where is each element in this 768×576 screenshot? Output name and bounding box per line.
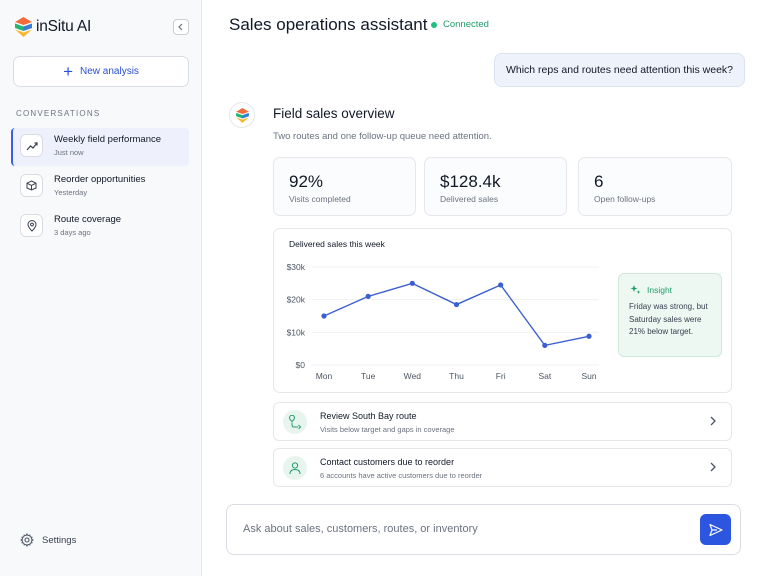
- sales-line-chart: $0 $10k $20k $30k Mon Tue Wed Thu Fri Sat Sun: [287, 262, 599, 381]
- user-message: Which reps and routes need attention thi…: [494, 53, 745, 87]
- kpi-value: 92%: [289, 172, 324, 191]
- send-button[interactable]: [700, 514, 731, 545]
- response-title: Field sales overview: [273, 106, 395, 121]
- x-tick-label: Wed: [404, 371, 422, 381]
- gear-icon: [20, 533, 34, 547]
- x-tick-label: Sun: [581, 371, 596, 381]
- conversation-title: Weekly field performance: [54, 134, 162, 145]
- logo-icon: [15, 17, 32, 37]
- data-point: [453, 301, 460, 308]
- task-contact-customers-reorder[interactable]: Contact customers due to reorder 6 accou…: [273, 448, 732, 487]
- conversation-item-weekly-field-performance[interactable]: Weekly field performance Just now: [11, 128, 189, 166]
- box-icon: [20, 174, 43, 197]
- y-tick-label: $0: [296, 360, 306, 370]
- x-tick-label: Sat: [538, 371, 551, 381]
- sales-chart-card: Delivered sales this week $0 $10k $20k $30k…: [273, 228, 732, 393]
- kpi-value: 6: [594, 172, 604, 191]
- new-analysis-button[interactable]: + New analysis: [13, 56, 189, 87]
- assistant-avatar: [229, 102, 255, 128]
- logo-icon: [235, 107, 249, 123]
- kpi-label: Delivered sales: [440, 194, 499, 204]
- task-title: Contact customers due to reorder: [320, 457, 455, 467]
- task-review-south-bay-route[interactable]: Review South Bay route Visits below targ…: [273, 402, 732, 441]
- trend-icon: [20, 134, 43, 157]
- send-icon: [708, 523, 723, 536]
- conversation-time: Just now: [54, 148, 84, 157]
- response-subtitle: Two routes and one follow-up queue need …: [273, 131, 492, 142]
- y-tick-label: $10k: [287, 327, 306, 337]
- chevron-left-icon: [178, 23, 183, 31]
- insight-panel: Insight Friday was strong, but Saturday …: [618, 273, 722, 357]
- data-point: [542, 342, 548, 348]
- collapse-sidebar-button[interactable]: [173, 19, 189, 35]
- conversation-title: Reorder opportunities: [54, 174, 146, 185]
- page-title: Sales operations assistant: [229, 15, 428, 34]
- plus-icon: +: [63, 61, 73, 81]
- x-tick-label: Fri: [496, 371, 506, 381]
- task-subtitle: Visits below target and gaps in coverage: [320, 425, 455, 434]
- message-composer: [226, 504, 741, 555]
- kpi-card-visits: 92% Visits completed: [273, 157, 416, 216]
- conversation-title: Route coverage: [54, 214, 122, 225]
- map-pin-icon: [20, 214, 43, 237]
- conversation-time: Yesterday: [54, 188, 88, 197]
- insight-title: Insight: [647, 284, 673, 295]
- x-tick-label: Tue: [361, 371, 376, 381]
- conversation-item-route-coverage[interactable]: Route coverage 3 days ago: [11, 208, 189, 246]
- chevron-right-icon: [710, 416, 716, 426]
- x-tick-label: Thu: [449, 371, 464, 381]
- sparkle-icon: [630, 285, 641, 294]
- task-subtitle: 6 accounts have active customers due to …: [320, 471, 483, 480]
- sidebar: inSitu AI + New analysis CONVERSATIONS W…: [0, 0, 202, 576]
- data-point: [586, 333, 592, 339]
- kpi-value: $128.4k: [440, 172, 501, 191]
- app-logo[interactable]: inSitu AI: [15, 17, 91, 37]
- route-icon: [283, 410, 307, 434]
- conversation-time: 3 days ago: [54, 228, 91, 237]
- app-name: inSitu AI: [36, 18, 92, 35]
- y-tick-label: $20k: [287, 295, 306, 305]
- kpi-label: Open follow-ups: [594, 194, 656, 204]
- settings-button[interactable]: Settings: [20, 533, 76, 547]
- chevron-right-icon: [710, 462, 716, 472]
- kpi-label: Visits completed: [289, 194, 351, 204]
- status-label: Connected: [443, 19, 489, 30]
- task-title: Review South Bay route: [320, 411, 417, 421]
- insight-body: Friday was strong, but Saturday sales we…: [629, 302, 708, 336]
- x-tick-label: Mon: [316, 371, 333, 381]
- data-point: [365, 293, 371, 299]
- conversation-item-reorder-opportunities[interactable]: Reorder opportunities Yesterday: [11, 168, 189, 206]
- series-line: [323, 282, 590, 347]
- insight-header: Insight: [630, 284, 672, 295]
- y-tick-label: $30k: [287, 262, 306, 272]
- data-point: [321, 313, 327, 319]
- conversations-section-label: CONVERSATIONS: [16, 109, 101, 118]
- data-point: [409, 280, 415, 286]
- message-input[interactable]: [243, 520, 683, 538]
- chart-title: Delivered sales this week: [289, 239, 385, 249]
- kpi-card-follow-ups: 6 Open follow-ups: [578, 157, 732, 216]
- new-analysis-label: New analysis: [80, 66, 139, 77]
- status-dot-icon: [431, 21, 437, 28]
- user-icon: [283, 456, 307, 480]
- settings-label: Settings: [42, 534, 77, 546]
- kpi-card-delivered-sales: $128.4k Delivered sales: [424, 157, 567, 216]
- connection-status: Connected: [431, 19, 489, 30]
- data-point: [498, 282, 504, 288]
